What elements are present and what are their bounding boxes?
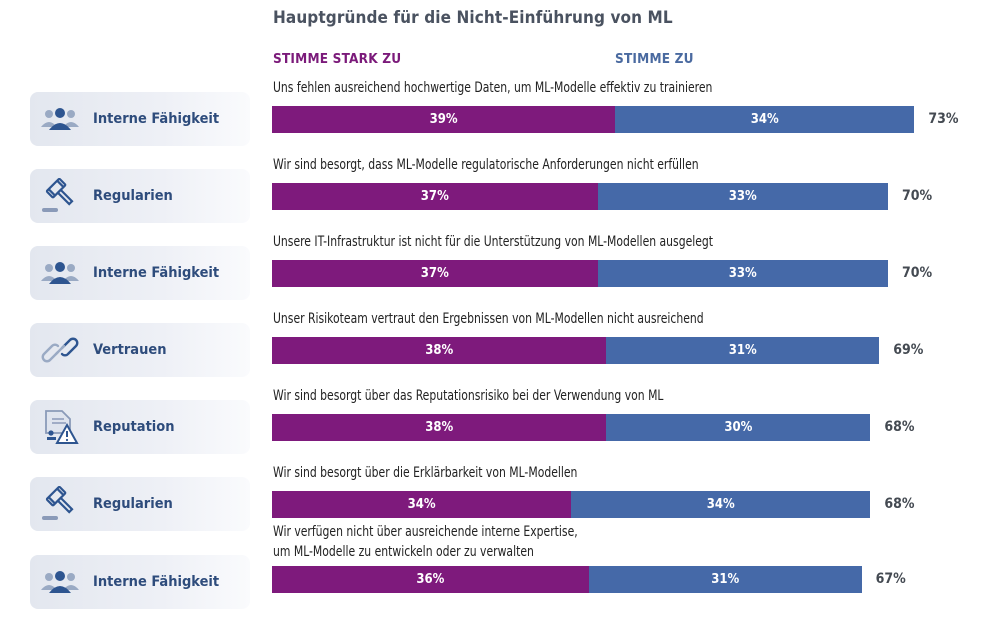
bar-segment-strongly-agree: 38%	[272, 337, 607, 364]
bar-segment-strongly-agree: 37%	[272, 183, 598, 210]
category-card: Reputation	[30, 400, 250, 454]
category-card: Interne Fähigkeit	[30, 92, 250, 146]
bar-segment-strongly-agree: 39%	[272, 106, 616, 133]
bar-segment-agree: 34%	[571, 491, 871, 518]
people-icon	[40, 564, 80, 600]
statement-text: Unsere IT-Infrastruktur ist nicht für di…	[273, 234, 714, 250]
bar-segment-agree: 30%	[606, 414, 871, 441]
category-label: Interne Fähigkeit	[93, 111, 220, 127]
category-card: Interne Fähigkeit	[30, 555, 250, 609]
bar-segment-strongly-agree: 36%	[272, 566, 589, 593]
statement-text: Wir sind besorgt über das Reputationsris…	[273, 388, 664, 404]
chart-row: Interne Fähigkeit Uns fehlen ausreichend …	[0, 0, 987, 146]
gavel-icon	[40, 485, 80, 522]
people-icon	[40, 101, 80, 137]
bar-segment-agree: 33%	[597, 183, 888, 210]
chart-row: Reputation Wir sind besorgt über das Repu…	[0, 0, 987, 454]
category-card: Regularien	[30, 169, 250, 223]
total-label: 70%	[902, 188, 933, 204]
bar-segment-strongly-agree: 37%	[272, 260, 598, 287]
document-warning-icon	[40, 409, 80, 445]
category-label: Reputation	[93, 419, 175, 435]
link-icon	[40, 332, 80, 368]
statement-text: Wir verfügen nicht über ausreichende int…	[273, 524, 578, 540]
chart-row: Interne Fähigkeit Wir verfügen nicht über…	[0, 0, 987, 609]
chart-title: Hauptgründe für die Nicht-Einführung von…	[273, 8, 673, 28]
category-label: Vertrauen	[93, 342, 167, 358]
chart-row: Vertrauen Unser Risikoteam vertraut den E…	[0, 0, 987, 377]
statement-text-line2: um ML-Modelle zu entwickeln oder zu verw…	[273, 544, 534, 560]
category-label: Interne Fähigkeit	[93, 265, 220, 281]
gavel-icon	[40, 177, 80, 214]
chart-row: Regularien Wir sind besorgt über die Erkl…	[0, 0, 987, 531]
category-label: Regularien	[93, 496, 173, 512]
statement-text: Unser Risikoteam vertraut den Ergebnisse…	[273, 311, 704, 327]
category-label: Regularien	[93, 188, 173, 204]
category-card: Interne Fähigkeit	[30, 246, 250, 300]
bar-segment-agree: 31%	[606, 337, 880, 364]
category-label: Interne Fähigkeit	[93, 574, 220, 590]
legend-strongly-agree: STIMME STARK ZU	[273, 51, 402, 67]
bar-segment-strongly-agree: 38%	[272, 414, 607, 441]
chart-row: Interne Fähigkeit Unsere IT-Infrastruktur…	[0, 0, 987, 300]
people-icon	[40, 255, 80, 291]
bar-segment-strongly-agree: 34%	[272, 491, 572, 518]
bar-segment-agree: 34%	[615, 106, 915, 133]
statement-text: Uns fehlen ausreichend hochwertige Daten…	[273, 80, 713, 96]
total-label: 73%	[928, 111, 959, 127]
total-label: 68%	[884, 419, 915, 435]
chart-row: Regularien Wir sind besorgt, dass ML-Mode…	[0, 0, 987, 223]
total-label: 67%	[875, 571, 906, 587]
legend-agree: STIMME ZU	[615, 51, 694, 67]
bar-segment-agree: 33%	[597, 260, 888, 287]
statement-text: Wir sind besorgt über die Erklärbarkeit …	[273, 465, 578, 481]
category-card: Regularien	[30, 477, 250, 531]
total-label: 68%	[884, 496, 915, 512]
bar-segment-agree: 31%	[588, 566, 862, 593]
total-label: 69%	[893, 342, 924, 358]
category-card: Vertrauen	[30, 323, 250, 377]
total-label: 70%	[902, 265, 933, 281]
statement-text: Wir sind besorgt, dass ML-Modelle regula…	[273, 157, 699, 173]
